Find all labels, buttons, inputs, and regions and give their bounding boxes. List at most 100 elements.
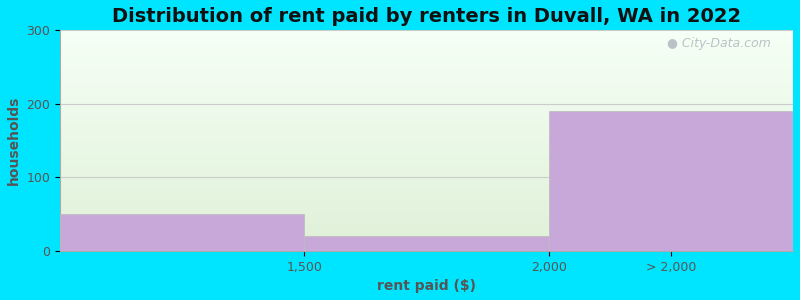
Bar	[60, 189, 793, 190]
Bar	[60, 192, 793, 194]
Bar	[60, 238, 793, 239]
Bar	[60, 41, 793, 42]
Bar	[60, 244, 793, 245]
Bar	[60, 42, 793, 44]
Bar	[60, 64, 793, 66]
Bar	[60, 114, 793, 115]
Bar	[60, 166, 793, 167]
Bar	[60, 111, 793, 112]
Bar	[60, 98, 793, 99]
Bar	[60, 154, 793, 155]
Bar	[60, 47, 793, 48]
Bar	[60, 199, 793, 200]
Bar	[60, 212, 793, 213]
Bar	[60, 175, 793, 176]
Bar	[60, 125, 793, 126]
Bar	[60, 152, 793, 153]
Bar	[60, 69, 793, 70]
Bar	[60, 49, 793, 50]
Bar	[60, 45, 793, 46]
Bar	[60, 53, 793, 55]
Bar	[305, 236, 549, 251]
Bar	[60, 234, 793, 235]
Bar	[60, 196, 793, 197]
Bar	[60, 78, 793, 79]
Bar	[60, 107, 793, 109]
Bar	[60, 123, 793, 124]
Bar	[60, 211, 793, 212]
Bar	[60, 126, 793, 127]
Bar	[60, 90, 793, 91]
Bar	[60, 134, 793, 135]
Bar	[60, 239, 793, 240]
Bar	[60, 36, 793, 37]
X-axis label: rent paid ($): rent paid ($)	[377, 279, 476, 293]
Bar	[60, 102, 793, 103]
Bar	[60, 132, 793, 133]
Bar	[60, 156, 793, 157]
Bar	[60, 91, 793, 92]
Bar	[60, 191, 793, 192]
Bar	[60, 217, 793, 218]
Bar	[60, 243, 793, 244]
Bar	[60, 163, 793, 164]
Bar	[60, 248, 793, 249]
Bar	[60, 35, 793, 36]
Bar	[60, 76, 793, 78]
Bar	[60, 116, 793, 117]
Bar	[60, 80, 793, 81]
Bar	[60, 96, 793, 98]
Bar	[60, 197, 793, 198]
Bar	[60, 219, 793, 220]
Bar	[60, 109, 793, 110]
Bar	[60, 158, 793, 159]
Bar	[60, 180, 793, 181]
Bar	[60, 79, 793, 80]
Bar	[60, 190, 793, 191]
Bar	[60, 200, 793, 201]
Bar	[60, 62, 793, 63]
Bar	[60, 246, 793, 247]
Bar	[549, 111, 793, 251]
Bar	[60, 113, 793, 114]
Bar	[60, 58, 793, 59]
Bar	[60, 169, 793, 170]
Bar	[60, 60, 793, 61]
Bar	[60, 135, 793, 136]
Bar	[60, 168, 793, 169]
Bar	[60, 38, 793, 39]
Bar	[60, 245, 793, 246]
Bar	[60, 223, 793, 224]
Bar	[60, 236, 793, 238]
Bar	[60, 40, 793, 41]
Bar	[60, 128, 793, 130]
Bar	[60, 44, 793, 45]
Bar	[60, 202, 793, 203]
Bar	[60, 32, 793, 34]
Bar	[60, 186, 793, 187]
Bar	[60, 118, 793, 120]
Bar	[60, 164, 793, 165]
Bar	[60, 144, 793, 145]
Bar	[60, 147, 793, 148]
Bar	[60, 241, 793, 242]
Bar	[60, 205, 793, 206]
Bar	[60, 222, 793, 223]
Bar	[60, 122, 793, 123]
Bar	[60, 130, 793, 132]
Bar	[60, 84, 793, 86]
Bar	[60, 224, 793, 225]
Bar	[60, 71, 793, 72]
Bar	[60, 198, 793, 199]
Bar	[60, 110, 793, 111]
Bar	[60, 137, 793, 138]
Bar	[60, 59, 793, 60]
Bar	[60, 181, 793, 182]
Bar	[60, 127, 793, 128]
Bar	[60, 99, 793, 100]
Bar	[60, 171, 793, 172]
Bar	[60, 179, 793, 180]
Bar	[60, 209, 793, 210]
Bar	[60, 95, 793, 96]
Bar	[60, 145, 793, 146]
